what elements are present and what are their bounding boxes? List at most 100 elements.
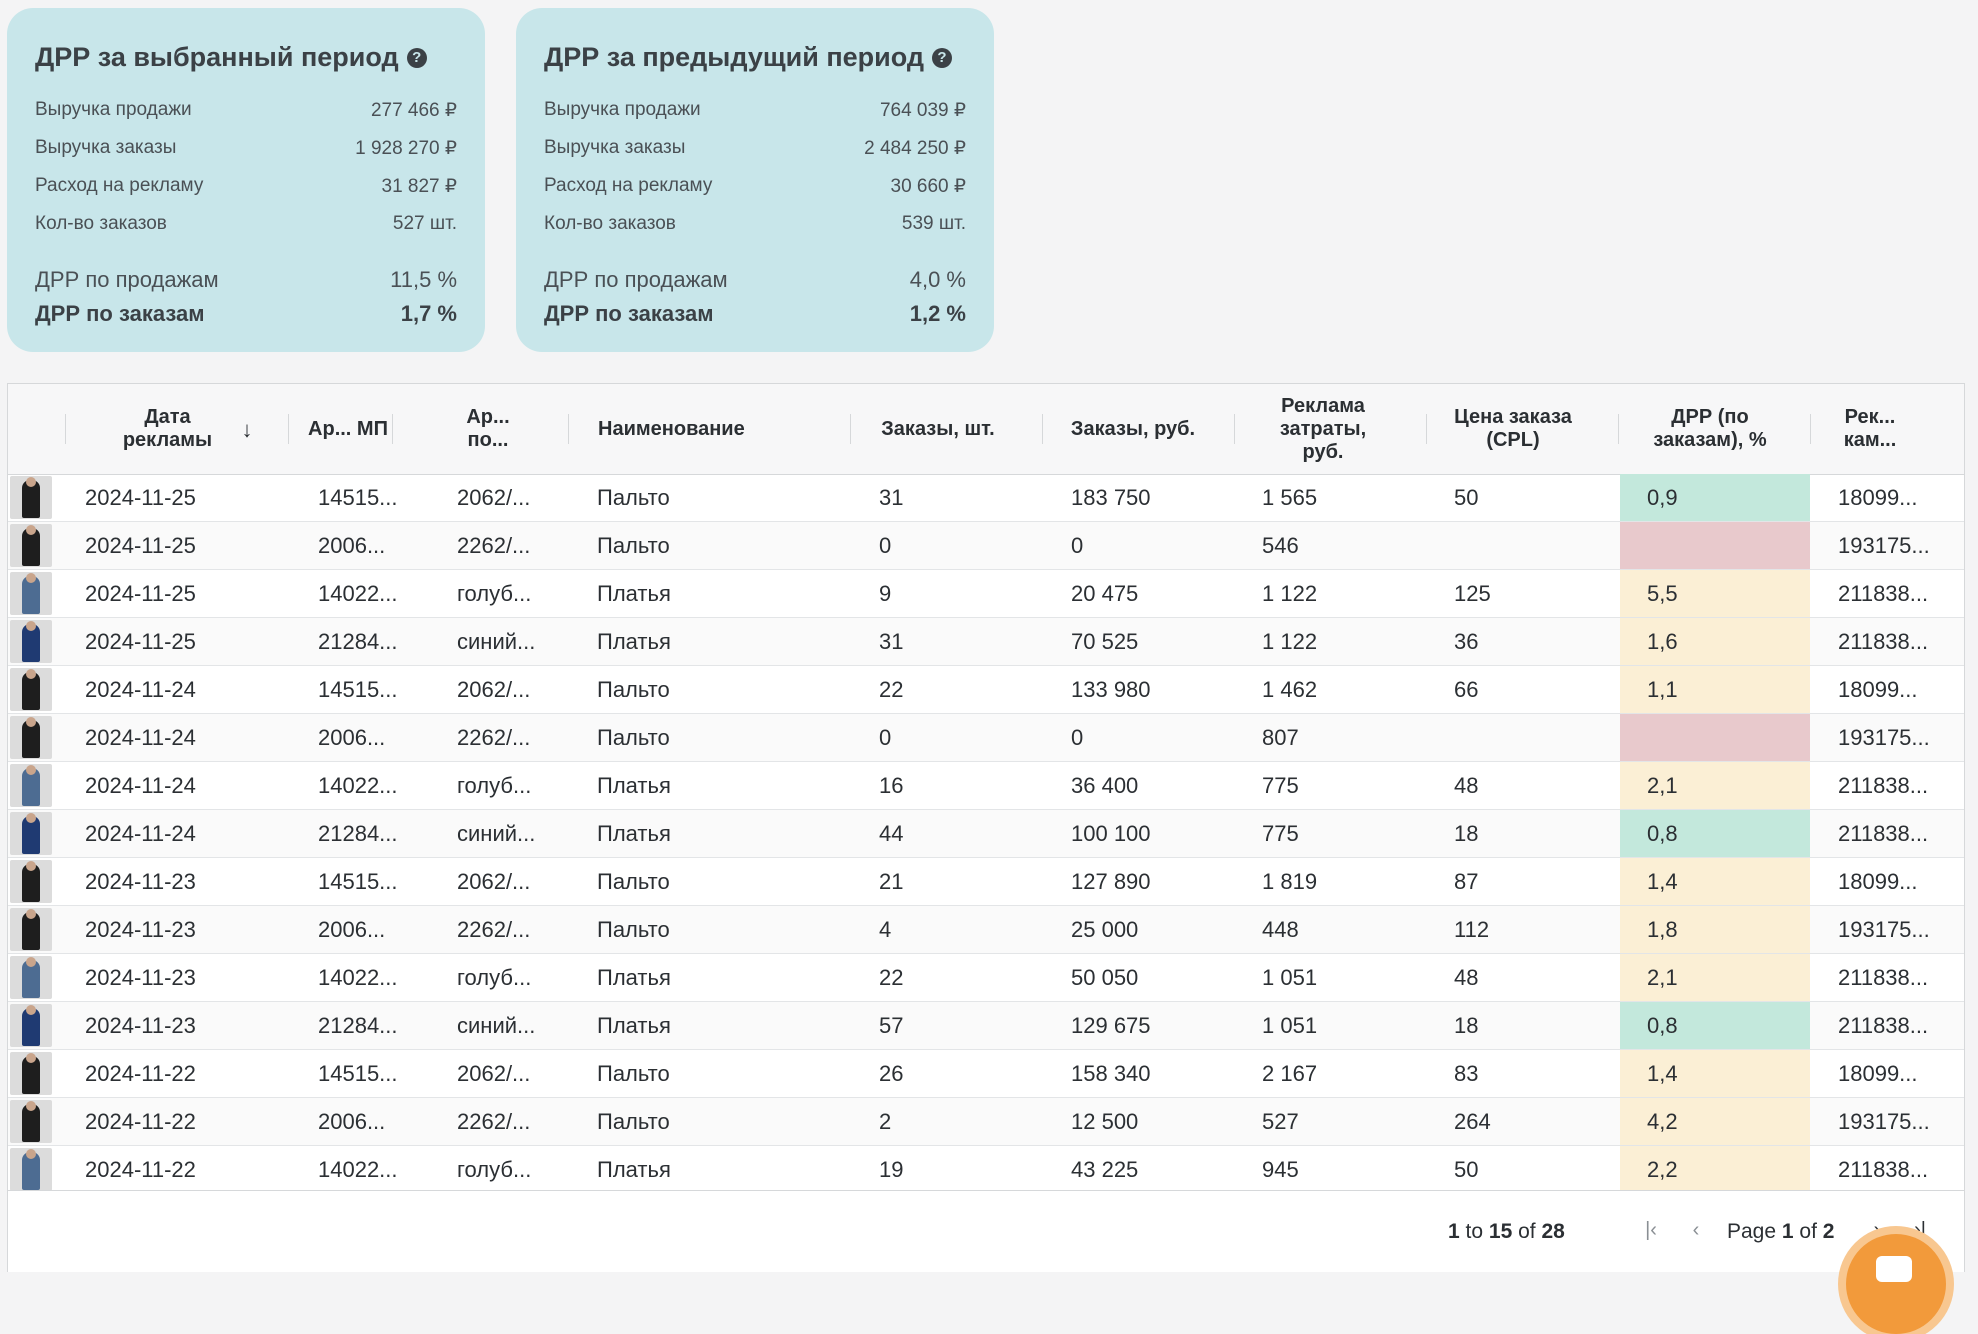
header-name[interactable]: Наименование: [598, 417, 745, 440]
cell-orders-rub: 129 675: [1071, 1012, 1151, 1038]
cell-name: Платья: [597, 964, 671, 990]
metric-value: 31 827 ₽: [381, 175, 457, 197]
product-thumbnail[interactable]: [10, 908, 52, 951]
help-icon[interactable]: ?: [932, 47, 953, 68]
cell-orders-rub: 20 475: [1071, 580, 1139, 606]
metric-value: 539 шт.: [901, 213, 966, 234]
metric-label: Расход на рекламу: [35, 175, 204, 196]
product-thumbnail[interactable]: [10, 1148, 52, 1191]
metric-label: Выручка продажи: [35, 99, 192, 120]
header-drr[interactable]: ДРР (по заказам), %: [1653, 406, 1767, 451]
header-orders-qty[interactable]: Заказы, шт.: [881, 417, 995, 440]
table-row[interactable]: 2024-11-23 2006... 2262/... Пальто 4 25 000 44…: [8, 906, 1964, 954]
header-date[interactable]: Дата рекламы ↓: [72, 384, 288, 474]
table-row[interactable]: 2024-11-24 14515... 2062/... Пальто 22 133 98…: [8, 666, 1964, 714]
cell-orders-qty: 21: [879, 868, 904, 894]
product-thumbnail[interactable]: [10, 716, 52, 759]
cell-cpl: 18: [1454, 1012, 1479, 1038]
product-thumbnail[interactable]: [10, 860, 52, 903]
product-thumbnail[interactable]: [10, 524, 52, 567]
header-ad-cost[interactable]: Реклама затраты, руб.: [1279, 394, 1367, 463]
cell-ad-cost: 1 051: [1262, 1012, 1318, 1038]
product-thumbnail[interactable]: [10, 476, 52, 519]
product-thumbnail[interactable]: [10, 620, 52, 663]
product-thumbnail[interactable]: [10, 668, 52, 711]
table-row[interactable]: 2024-11-23 14515... 2062/... Пальто 21 127 89…: [8, 858, 1964, 906]
drr-sales-value: 11,5 %: [390, 267, 457, 292]
product-thumbnail[interactable]: [10, 1052, 52, 1095]
help-icon[interactable]: ?: [406, 47, 427, 68]
cell-drr: 0,8: [1647, 1012, 1678, 1038]
table-row[interactable]: 2024-11-22 14515... 2062/... Пальто 26 158 34…: [8, 1050, 1964, 1098]
cell-drr: 0,8: [1647, 820, 1678, 846]
table-row[interactable]: 2024-11-22 14022... голуб... Платья 19 43 225…: [8, 1146, 1964, 1194]
drr-sales-label: ДРР по продажам: [35, 267, 219, 292]
cell-ad-cost: 775: [1262, 772, 1299, 798]
cell-ad-cost: 2 167: [1262, 1060, 1318, 1086]
last-page-icon[interactable]: ›|: [1914, 1218, 1926, 1241]
drr-current-period-card: ДРР за выбранный период ? Выручка продаж…: [7, 8, 485, 352]
prev-page-icon[interactable]: ‹: [1692, 1218, 1700, 1241]
metric-row: Выручка заказы 2 484 250 ₽: [544, 129, 966, 167]
cell-ad-cost: 448: [1262, 916, 1299, 942]
header-cpl[interactable]: Цена заказа (CPL): [1454, 406, 1572, 451]
metric-label: Кол-во заказов: [35, 213, 167, 234]
header-art-mp[interactable]: Ар... МП: [308, 417, 388, 440]
cell-art-mp: 2006...: [318, 532, 386, 558]
product-thumbnail[interactable]: [10, 764, 52, 807]
cell-name: Пальто: [597, 1108, 670, 1134]
table-row[interactable]: 2024-11-25 14515... 2062/... Пальто 31 183 75…: [8, 474, 1964, 522]
metric-label: Выручка заказы: [544, 137, 686, 158]
table-row[interactable]: 2024-11-25 14022... голуб... Платья 9 20 475 1…: [8, 570, 1964, 618]
cell-orders-qty: 4: [879, 916, 892, 942]
cell-name: Пальто: [597, 724, 670, 750]
table-row[interactable]: 2024-11-25 2006... 2262/... Пальто 0 0 546 1931…: [8, 522, 1964, 570]
cell-art-po: 2062/...: [457, 1060, 531, 1086]
cell-art-po: 2062/...: [457, 484, 531, 510]
header-art-po[interactable]: Ар... по...: [466, 406, 510, 451]
cell-orders-qty: 31: [879, 484, 904, 510]
chat-fab-button[interactable]: [1846, 1234, 1946, 1334]
cell-cpl: 36: [1454, 628, 1479, 654]
table-row[interactable]: 2024-11-22 2006... 2262/... Пальто 2 12 500 52…: [8, 1098, 1964, 1146]
cell-orders-qty: 9: [879, 580, 892, 606]
cell-orders-rub: 183 750: [1071, 484, 1151, 510]
cell-art-mp: 14515...: [318, 484, 398, 510]
product-thumbnail[interactable]: [10, 812, 52, 855]
header-campaign[interactable]: Рек... кам...: [1843, 406, 1897, 451]
cell-ad-cost: 546: [1262, 532, 1299, 558]
cell-date: 2024-11-23: [85, 1012, 196, 1038]
cell-name: Платья: [597, 628, 671, 654]
cell-orders-qty: 44: [879, 820, 904, 846]
cell-name: Платья: [597, 580, 671, 606]
next-page-icon[interactable]: ›: [1873, 1218, 1881, 1241]
first-page-icon[interactable]: |‹: [1645, 1218, 1657, 1241]
cell-name: Пальто: [597, 868, 670, 894]
product-thumbnail[interactable]: [10, 956, 52, 999]
drr-status-cell: [1620, 1098, 1810, 1145]
cell-date: 2024-11-25: [85, 628, 196, 654]
cell-cpl: 66: [1454, 676, 1479, 702]
table-row[interactable]: 2024-11-25 21284... синий... Платья 31 70 525…: [8, 618, 1964, 666]
cell-drr: 2,1: [1647, 772, 1678, 798]
product-thumbnail[interactable]: [10, 572, 52, 615]
header-orders-rub[interactable]: Заказы, руб.: [1070, 417, 1196, 440]
cell-drr: 4,2: [1647, 1108, 1678, 1134]
card-title: ДРР за предыдущий период: [544, 42, 925, 72]
cell-ad-cost: 1 462: [1262, 676, 1318, 702]
table-row[interactable]: 2024-11-24 2006... 2262/... Пальто 0 0 807 1931…: [8, 714, 1964, 762]
table-row[interactable]: 2024-11-23 21284... синий... Платья 57 129 67…: [8, 1002, 1964, 1050]
product-thumbnail[interactable]: [10, 1100, 52, 1143]
cell-date: 2024-11-24: [85, 676, 196, 702]
table-row[interactable]: 2024-11-24 21284... синий... Платья 44 100 10…: [8, 810, 1964, 858]
drr-sales-value: 4,0 %: [909, 267, 966, 292]
cell-orders-qty: 31: [879, 628, 904, 654]
row-range: 1 to 15 of 28: [1448, 1219, 1565, 1243]
table-row[interactable]: 2024-11-23 14022... голуб... Платья 22 50 050…: [8, 954, 1964, 1002]
table-row[interactable]: 2024-11-24 14022... голуб... Платья 16 36 400…: [8, 762, 1964, 810]
product-thumbnail[interactable]: [10, 1004, 52, 1047]
cell-orders-qty: 0: [879, 724, 892, 750]
cell-campaign: 211838...: [1838, 580, 1929, 606]
sort-desc-icon[interactable]: ↓: [241, 416, 253, 442]
cell-cpl: 112: [1454, 916, 1490, 942]
